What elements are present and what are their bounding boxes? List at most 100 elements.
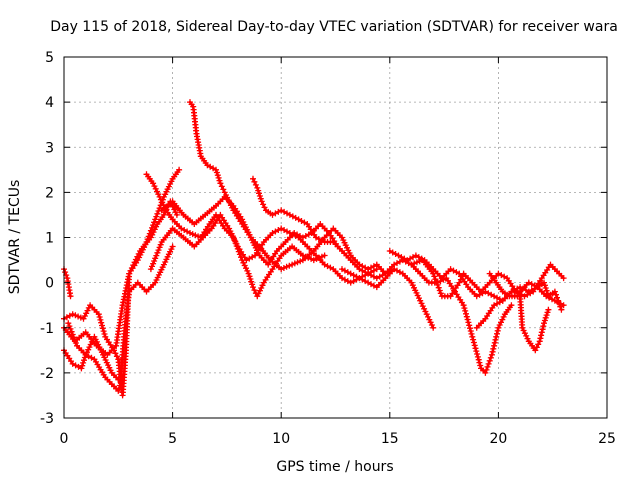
data-point [259,282,266,289]
x-tick-label: 5 [168,431,177,447]
data-point [432,276,439,283]
data-point [77,314,84,321]
chart-title: Day 115 of 2018, Sidereal Day-to-day VTE… [50,19,618,35]
data-point [97,316,104,323]
data-point [81,357,87,364]
data-point [241,262,248,269]
x-tick-label: 15 [381,431,399,447]
data-point [173,211,180,218]
data-point [541,282,548,289]
data-point [214,172,221,179]
data-point [485,360,492,367]
data-point [135,250,142,257]
data-point [543,287,550,294]
data-point [437,290,444,297]
data-point [72,312,79,319]
data-point [249,281,256,288]
data-point [553,291,559,298]
data-point [464,316,471,323]
data-point [80,359,87,366]
data-point [71,337,78,344]
data-point [494,330,500,337]
data-point [149,263,155,270]
data-point [149,231,156,238]
y-tick-label: -3 [40,411,54,427]
data-point [538,329,545,336]
data-point [151,226,158,233]
data-point [499,316,506,323]
data-point [500,313,507,320]
data-point [98,319,105,326]
y-tick-label: 1 [45,231,54,247]
data-point [101,331,108,337]
data-point [496,322,503,328]
data-point [151,258,158,264]
data-layer [61,99,567,399]
data-point [498,319,504,326]
data-point [556,300,563,307]
data-point [95,311,102,318]
data-point [476,359,483,366]
data-point [256,193,263,199]
data-point [474,353,481,360]
data-point [117,382,123,389]
data-point [117,379,124,386]
data-point [554,294,560,301]
x-tick-label: 10 [272,431,290,447]
data-point [308,255,315,262]
data-point [539,326,546,333]
data-point [462,307,469,314]
data-point [423,311,430,318]
data-point [467,328,474,334]
data-point [484,363,491,370]
data-point [408,261,415,268]
data-point [255,290,262,297]
data-point [557,303,564,310]
data-point [256,190,262,197]
data-point [489,348,496,355]
data-point [151,183,158,190]
data-point [157,241,164,248]
data-point [246,273,253,280]
data-point [126,270,133,277]
data-point [189,231,196,238]
data-point [508,302,515,309]
data-point [543,312,550,319]
y-tick-label: -2 [40,366,54,382]
data-point [542,285,549,291]
data-point [433,279,440,286]
data-point [67,325,74,332]
data-point [75,313,82,320]
data-point [491,339,498,346]
data-point [154,210,161,217]
data-point [551,288,558,295]
data-point [474,351,481,357]
y-tick-label: -1 [40,321,54,337]
data-point [465,319,472,326]
data-point [217,180,224,187]
data-series [61,198,180,358]
data-point [413,259,420,266]
data-point [99,325,106,332]
data-point [473,348,480,355]
data-point [247,276,254,282]
y-axis-label: SDTVAR / TECUs [7,180,23,295]
data-point [67,293,74,300]
data-point [411,260,418,267]
data-point [524,335,531,342]
data-point [153,252,160,259]
data-point [258,285,265,291]
data-point [147,234,154,241]
data-point [495,324,502,331]
data-point [155,247,162,254]
data-point [216,177,223,184]
x-tick-label: 0 [60,431,69,447]
data-series [365,257,515,376]
data-point [156,244,163,251]
data-point [422,308,429,315]
data-point [286,262,293,269]
data-point [195,233,202,240]
data-point [251,287,258,294]
data-point [463,313,470,320]
